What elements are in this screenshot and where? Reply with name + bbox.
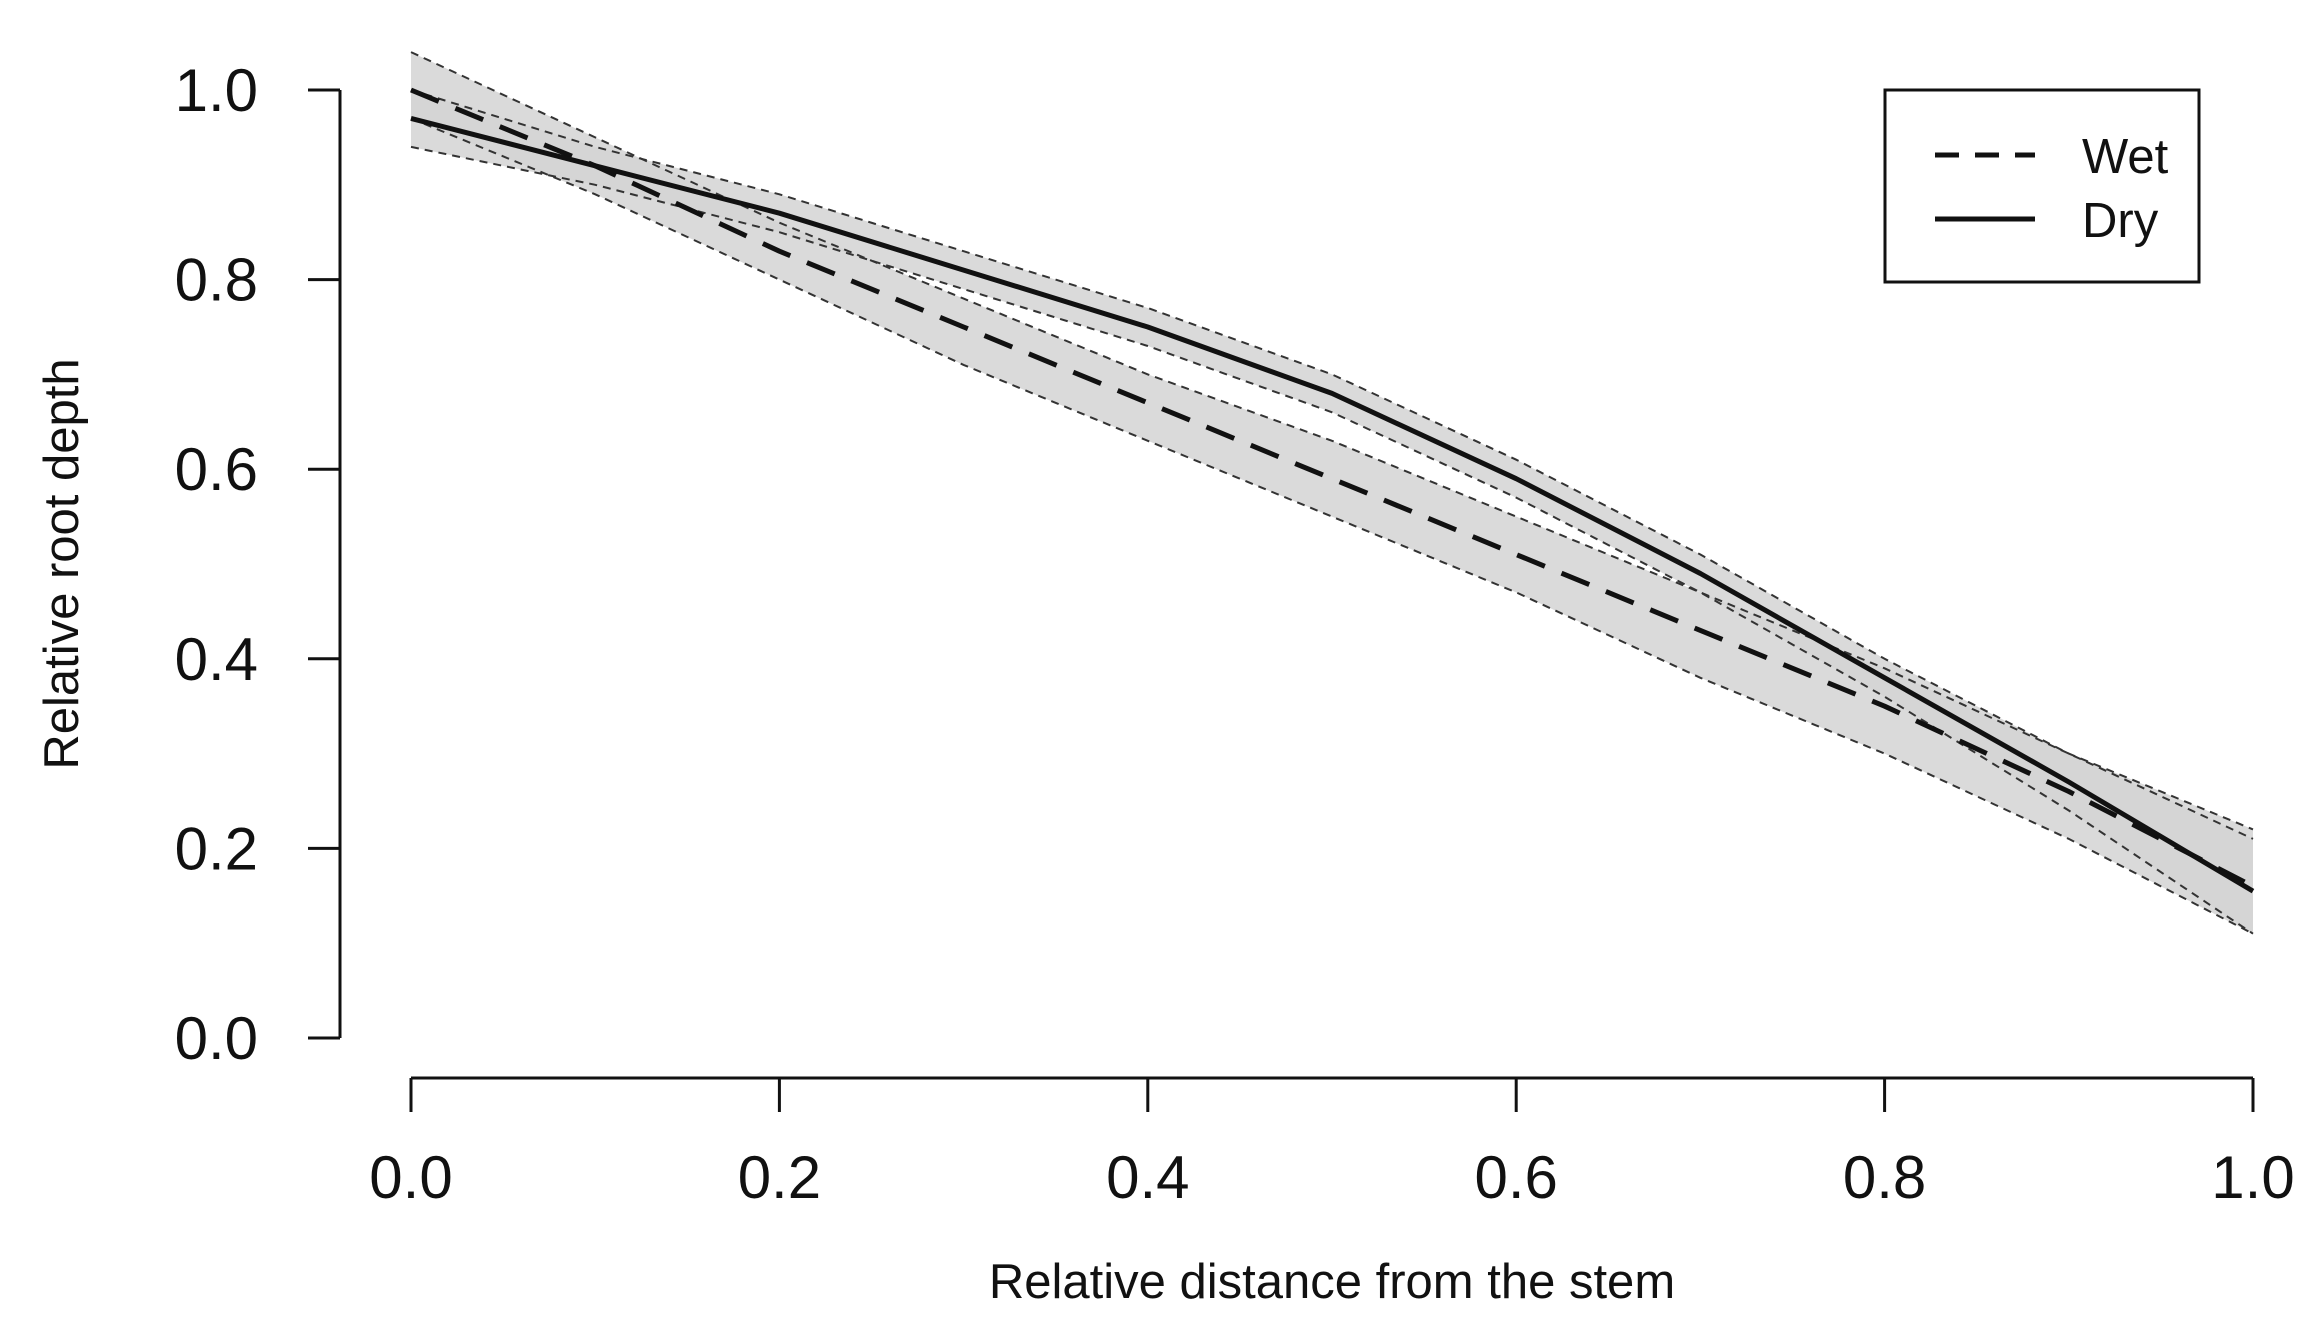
y-tick-label: 1.0 [175, 57, 258, 124]
legend-dry-label: Dry [2082, 194, 2159, 248]
band-edges [410, 51, 2254, 935]
wet-lower-bound [410, 117, 2254, 935]
legend: Wet Dry [1883, 88, 2201, 284]
y-tick-label: 0.0 [175, 1005, 258, 1072]
wet-upper-bound [410, 51, 2254, 840]
confidence-bands [411, 52, 2253, 934]
x-tick-label: 0.0 [369, 1144, 452, 1211]
x-tick-label: 0.2 [738, 1144, 821, 1211]
series-lines [410, 87, 2255, 894]
dry-upper-bound [410, 89, 2254, 831]
y-tick-label: 0.8 [175, 247, 258, 314]
y-tick-label: 0.2 [175, 815, 258, 882]
x-tick-label: 0.8 [1843, 1144, 1926, 1211]
x-tick-label: 0.6 [1474, 1144, 1557, 1211]
y-tick-label: 0.6 [175, 436, 258, 503]
dry-lower-bound [410, 145, 2254, 935]
x-axis-title: Relative distance from the stem [989, 1255, 1675, 1309]
legend-box [1883, 88, 2201, 284]
y-axis-title: Relative root depth [35, 358, 89, 769]
x-axis: 0.0 0.2 0.4 0.6 0.8 1.0 [369, 1076, 2295, 1211]
dry-series-line [410, 115, 2255, 894]
wet-confidence-band [411, 52, 2253, 934]
y-tick-label: 0.4 [175, 626, 258, 693]
legend-wet-label: Wet [2082, 130, 2169, 184]
x-tick-label: 0.4 [1106, 1144, 1189, 1211]
y-axis: 0.0 0.2 0.4 0.6 0.8 1.0 [175, 57, 342, 1072]
dry-confidence-band [411, 90, 2253, 934]
x-tick-label: 1.0 [2211, 1144, 2294, 1211]
